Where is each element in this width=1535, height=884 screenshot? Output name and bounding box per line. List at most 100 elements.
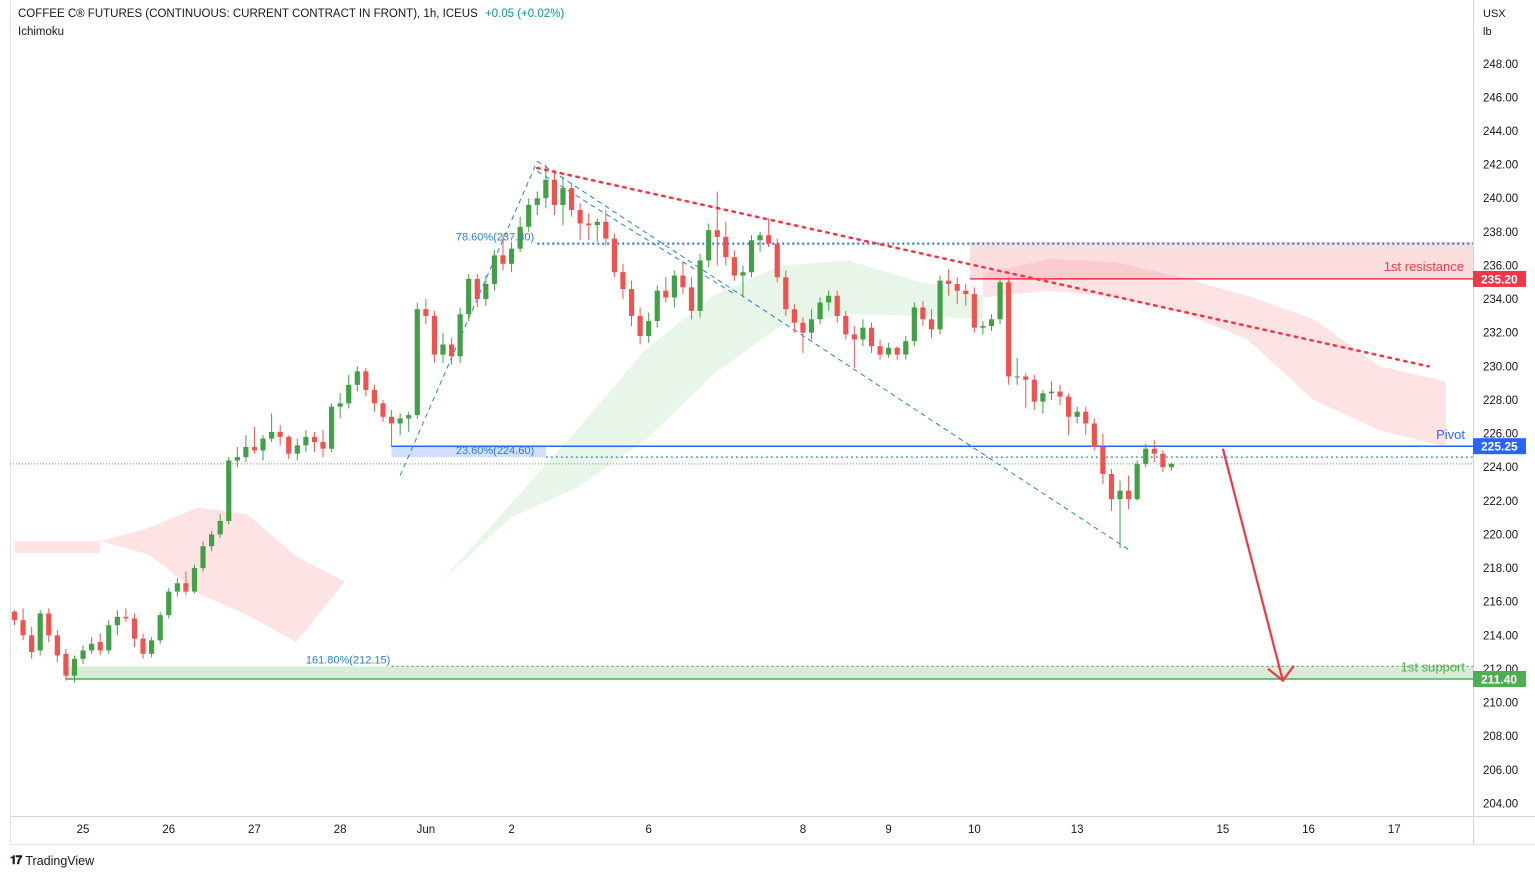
candle: [1040, 389, 1046, 414]
candle-body: [680, 275, 686, 288]
candle-body: [251, 447, 258, 451]
price-tick-label: 232.00: [1483, 328, 1518, 340]
candle-body: [1014, 376, 1020, 378]
candle-body: [1057, 391, 1063, 397]
candle-body: [886, 347, 892, 355]
candle-body: [560, 188, 566, 205]
candle: [1091, 418, 1097, 451]
candle-body: [543, 179, 549, 199]
candle-body: [320, 441, 326, 449]
candle-body: [191, 568, 198, 592]
fib-label-236: 23.60%(224.60): [456, 445, 534, 457]
candle-body: [534, 198, 540, 205]
candle: [963, 283, 969, 306]
candle-body: [474, 278, 480, 300]
candle: [826, 290, 832, 311]
candle: [500, 235, 506, 271]
support-price-badge-text: 211.40: [1481, 673, 1517, 687]
candle: [106, 620, 112, 654]
candle-body: [37, 613, 43, 651]
price-tick-label: 204.00: [1483, 798, 1518, 810]
resistance-zone: [970, 241, 1473, 279]
candle-body: [1126, 490, 1132, 500]
resistance-price-badge-bg: [1473, 270, 1526, 287]
candle: [877, 339, 883, 360]
candle-body: [843, 315, 849, 335]
candle: [997, 278, 1003, 325]
projection-arrow-head: [1267, 665, 1295, 683]
candle-body: [414, 309, 420, 416]
candle: [603, 210, 609, 246]
candle-body: [1040, 393, 1046, 402]
candle: [894, 346, 900, 360]
candle-body: [243, 447, 249, 458]
price-tick-label: 222.00: [1483, 496, 1518, 508]
candle-body: [1160, 453, 1166, 468]
candle-body: [551, 179, 558, 205]
candle: [474, 273, 480, 308]
candle: [174, 578, 180, 597]
candle: [568, 183, 575, 217]
ichimoku-cloud-bearish: [14, 541, 101, 553]
time-tick-label: 2: [508, 824, 514, 836]
candle: [1083, 406, 1089, 436]
candle-body: [894, 347, 900, 355]
candle: [1066, 393, 1072, 436]
candle-body: [688, 287, 695, 311]
price-tick-label: 240.00: [1483, 193, 1518, 205]
candle-body: [980, 325, 986, 328]
candle: [200, 541, 206, 572]
candle: [620, 263, 626, 300]
candle-body: [217, 520, 223, 535]
candle: [11, 610, 18, 626]
symbol-title[interactable]: COFFEE C® FUTURES (CONTINUOUS: CURRENT C…: [18, 8, 478, 20]
candle-body: [149, 640, 155, 654]
symbol-header: COFFEE C® FUTURES (CONTINUOUS: CURRENT C…: [18, 8, 564, 20]
tradingview-logo[interactable]: 𝟏𝟕 TradingView: [10, 853, 94, 868]
candle: [1117, 480, 1123, 548]
pivot-zone: [391, 446, 546, 458]
time-tick-label: 6: [645, 824, 651, 836]
candle: [191, 564, 198, 594]
candle-body: [46, 613, 52, 636]
candle: [157, 611, 163, 644]
candle: [817, 297, 823, 325]
price-tick-label: 214.00: [1483, 630, 1518, 642]
candle-body: [337, 403, 343, 407]
candle-body: [577, 210, 583, 224]
candle: [1048, 381, 1055, 400]
candle: [423, 299, 429, 325]
candle: [1100, 433, 1106, 485]
candle-body: [1031, 379, 1037, 402]
candle: [646, 312, 652, 343]
candle-body: [200, 546, 206, 569]
candle-body: [920, 307, 926, 320]
candle-body: [174, 583, 180, 592]
plot-area: [10, 0, 1473, 816]
candle: [611, 233, 617, 278]
candle: [808, 309, 815, 340]
candle: [860, 319, 866, 347]
candle-body: [826, 295, 832, 303]
candle: [834, 290, 840, 323]
candle: [680, 262, 686, 295]
candle: [20, 608, 26, 641]
candle-body: [380, 403, 386, 417]
indicator-label[interactable]: Ichimoku: [18, 26, 65, 38]
resistance-name: 1st resistance: [1384, 259, 1464, 274]
candle-body: [937, 280, 943, 330]
candle-body: [269, 431, 275, 439]
candle-body: [440, 344, 446, 355]
candle-body: [971, 294, 977, 328]
price-tick-label: 228.00: [1483, 395, 1518, 407]
support-zone: [65, 666, 1473, 680]
candle-body: [54, 635, 60, 656]
candle: [886, 342, 892, 358]
candle: [277, 425, 283, 446]
candle: [363, 368, 369, 397]
candle-body: [131, 618, 138, 639]
pivot-price-badge-bg: [1473, 438, 1526, 455]
price-tick-label: 242.00: [1483, 160, 1518, 172]
